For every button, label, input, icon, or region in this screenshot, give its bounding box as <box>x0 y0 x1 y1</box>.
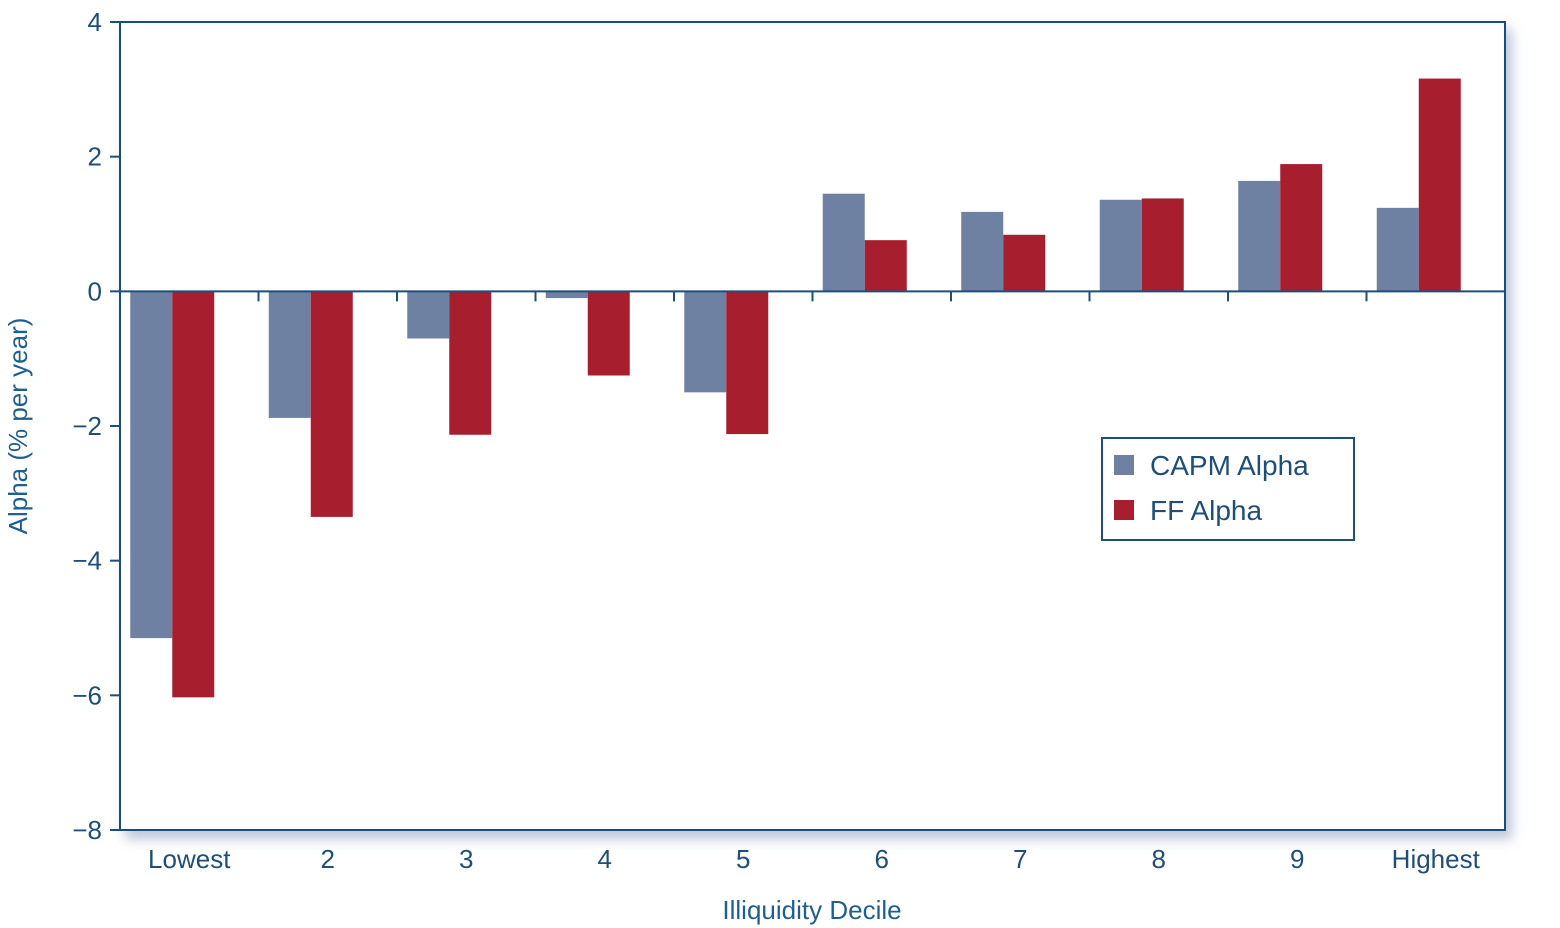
bar-capm-4 <box>545 291 588 299</box>
x-tick-label: Lowest <box>148 844 231 874</box>
bar-ff-highest <box>1418 78 1461 292</box>
x-tick-label: 6 <box>875 844 889 874</box>
bar-capm-6 <box>822 193 865 292</box>
bars-group <box>130 78 1461 698</box>
bar-capm-9 <box>1238 180 1281 292</box>
x-tick-label: 9 <box>1290 844 1304 874</box>
bar-ff-2 <box>310 291 353 517</box>
y-tick-label: −8 <box>72 815 102 845</box>
x-tick-label: 4 <box>598 844 612 874</box>
bar-capm-7 <box>961 211 1004 292</box>
bar-ff-9 <box>1280 164 1323 292</box>
y-tick-label: 2 <box>88 142 102 172</box>
legend-swatch-ff <box>1114 500 1134 520</box>
x-tick-label: 2 <box>321 844 335 874</box>
bar-ff-6 <box>864 240 907 292</box>
x-tick-label: 3 <box>459 844 473 874</box>
y-axis-ticks: 4 2 0 −2 −4 −6 −8 <box>72 7 120 845</box>
x-tick-label: 5 <box>736 844 750 874</box>
x-tick-label: 7 <box>1013 844 1027 874</box>
legend-label-ff: FF Alpha <box>1150 495 1262 526</box>
bar-ff-3 <box>449 291 492 435</box>
x-tick-label: 8 <box>1152 844 1166 874</box>
bar-ff-7 <box>1003 234 1046 292</box>
legend-label-capm: CAPM Alpha <box>1150 450 1309 481</box>
bar-ff-lowest <box>172 291 215 698</box>
y-tick-label: 4 <box>88 7 102 37</box>
legend-box <box>1101 437 1355 541</box>
bar-capm-lowest <box>130 291 173 639</box>
bar-capm-2 <box>268 291 311 418</box>
y-tick-label: −2 <box>72 411 102 441</box>
legend: CAPM Alpha FF Alpha <box>1101 437 1355 541</box>
y-axis-title: Alpha (% per year) <box>3 318 33 535</box>
y-tick-label: −4 <box>72 546 102 576</box>
bar-capm-3 <box>407 291 450 339</box>
legend-swatch-capm <box>1114 455 1134 475</box>
bar-ff-5 <box>726 291 769 435</box>
x-axis-ticks: Lowest 2 3 4 5 6 7 8 9 Highest <box>148 291 1481 874</box>
bar-capm-5 <box>684 291 727 393</box>
bar-capm-8 <box>1099 199 1142 292</box>
x-tick-label: Highest <box>1392 844 1481 874</box>
bar-capm-highest <box>1376 207 1419 292</box>
y-tick-label: −6 <box>72 680 102 710</box>
bar-ff-4 <box>587 291 630 376</box>
x-axis-title: Illiquidity Decile <box>722 895 901 925</box>
y-tick-label: 0 <box>88 276 102 306</box>
bar-ff-8 <box>1141 198 1184 292</box>
